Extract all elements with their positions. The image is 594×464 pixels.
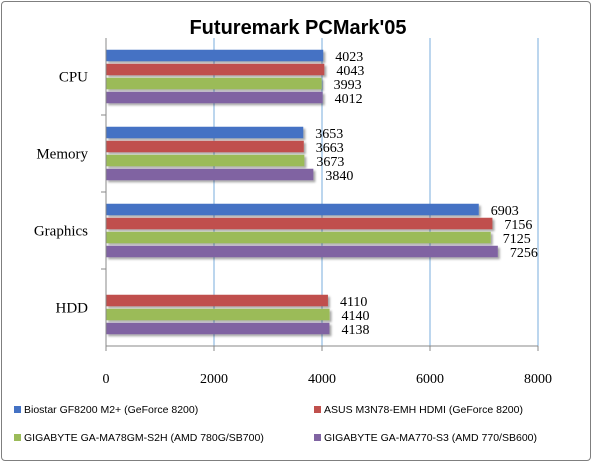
data-label: 4043 [336, 64, 364, 79]
x-tick-label: 0 [103, 372, 110, 387]
bar [106, 91, 323, 104]
legend-label: Biostar GF8200 M2+ (GeForce 8200) [24, 404, 198, 416]
x-tick-labels: 0 2000 4000 6000 8000 [103, 372, 553, 387]
bar [106, 294, 328, 307]
data-label: 7125 [503, 232, 531, 247]
legend-swatch [14, 434, 21, 441]
bar [106, 49, 324, 62]
chart-title: Futuremark PCMark'05 [189, 17, 406, 39]
data-label: 3673 [316, 155, 344, 170]
data-label: 3993 [334, 78, 362, 93]
legend-label: ASUS M3N78-EMH HDMI (GeForce 8200) [324, 404, 523, 416]
legend-swatch [14, 406, 21, 413]
data-label: 4138 [341, 323, 369, 338]
category-label: Memory [36, 147, 88, 163]
x-tick-label: 2000 [200, 372, 228, 387]
bar [106, 126, 304, 139]
data-label: 4110 [340, 295, 367, 310]
data-label: 6903 [491, 204, 519, 219]
gridlines [213, 38, 539, 346]
data-label: 7156 [504, 218, 532, 233]
x-tick-label: 6000 [416, 372, 444, 387]
x-tick-label: 8000 [524, 372, 552, 387]
legend-swatch [314, 434, 321, 441]
axes [101, 38, 539, 351]
bar [106, 168, 314, 181]
category-labels: CPU Memory Graphics HDD [34, 70, 89, 317]
bar [106, 245, 498, 258]
data-label: 4023 [335, 50, 363, 65]
category-label: HDD [56, 301, 89, 317]
category-label: CPU [59, 70, 88, 86]
data-label: 7256 [510, 246, 538, 261]
legend-swatch [314, 406, 321, 413]
bar [106, 322, 330, 335]
data-label: 4012 [335, 92, 363, 107]
bar [106, 77, 322, 90]
category-label: Graphics [34, 224, 88, 240]
data-label: 3840 [325, 169, 353, 184]
data-label: 4140 [342, 309, 370, 324]
bar [106, 140, 304, 153]
data-label: 3653 [315, 127, 343, 142]
x-tick-label: 4000 [308, 372, 336, 387]
bar [106, 231, 491, 244]
data-label: 3663 [316, 141, 344, 156]
legend: Biostar GF8200 M2+ (GeForce 8200) ASUS M3… [14, 404, 537, 444]
legend-label: GIGABYTE GA-MA78GM-S2H (AMD 780G/SB700) [24, 432, 264, 444]
bar [106, 154, 305, 167]
bars [106, 49, 498, 335]
bar [106, 63, 325, 76]
bar [106, 308, 330, 321]
legend-label: GIGABYTE GA-MA770-S3 (AMD 770/SB600) [324, 432, 537, 444]
bar [106, 203, 479, 216]
bar [106, 217, 493, 230]
